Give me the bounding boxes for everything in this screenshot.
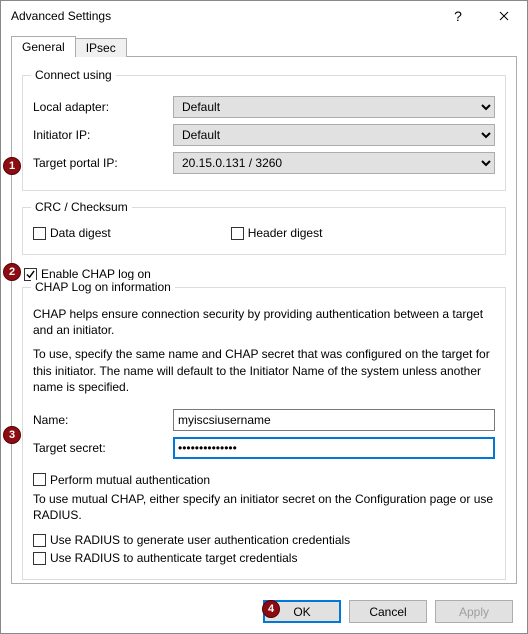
- group-legend: CHAP Log on information: [31, 280, 175, 294]
- radius-generate-label: Use RADIUS to generate user authenticati…: [50, 533, 350, 547]
- target-portal-select[interactable]: 20.15.0.131 / 3260: [173, 152, 495, 174]
- close-button[interactable]: [481, 1, 527, 31]
- checkbox-icon: [33, 552, 46, 565]
- content-area: General IPsec Connect using Local adapte…: [1, 31, 527, 633]
- tab-panel-general: Connect using Local adapter: Default Ini…: [11, 56, 517, 584]
- chap-help-2: To use, specify the same name and CHAP s…: [33, 346, 495, 395]
- chap-name-label: Name:: [33, 413, 173, 427]
- titlebar: Advanced Settings ?: [1, 1, 527, 31]
- chap-name-input[interactable]: [173, 409, 495, 431]
- mutual-auth-help: To use mutual CHAP, either specify an in…: [33, 491, 495, 523]
- group-crc: CRC / Checksum Data digest Header digest: [22, 207, 506, 255]
- row-initiator-ip: Initiator IP: Default: [33, 124, 495, 146]
- callout-badge-3: 3: [3, 426, 21, 444]
- close-icon: [499, 11, 509, 21]
- checkbox-icon: [231, 227, 244, 240]
- chap-secret-label: Target secret:: [33, 441, 173, 455]
- initiator-ip-label: Initiator IP:: [33, 128, 173, 142]
- data-digest-label: Data digest: [50, 226, 111, 240]
- checkbox-icon: [33, 227, 46, 240]
- local-adapter-label: Local adapter:: [33, 100, 173, 114]
- cancel-button[interactable]: Cancel: [349, 600, 427, 623]
- chap-secret-input[interactable]: [173, 437, 495, 459]
- checkbox-icon: [33, 534, 46, 547]
- enable-chap-label: Enable CHAP log on: [41, 267, 151, 281]
- tab-general[interactable]: General: [11, 36, 76, 57]
- radius-auth-checkbox[interactable]: Use RADIUS to authenticate target creden…: [33, 551, 495, 565]
- mutual-auth-checkbox[interactable]: Perform mutual authentication: [33, 473, 495, 487]
- enable-chap-checkbox[interactable]: Enable CHAP log on: [24, 267, 506, 281]
- checkbox-icon: [33, 473, 46, 486]
- callout-badge-4: 4: [262, 600, 280, 618]
- radius-generate-checkbox[interactable]: Use RADIUS to generate user authenticati…: [33, 533, 495, 547]
- tab-strip: General IPsec: [11, 35, 517, 57]
- local-adapter-select[interactable]: Default: [173, 96, 495, 118]
- chap-help-1: CHAP helps ensure connection security by…: [33, 306, 495, 338]
- group-legend: Connect using: [31, 68, 116, 82]
- advanced-settings-window: Advanced Settings ? General IPsec Connec…: [0, 0, 528, 634]
- group-chap-info: CHAP Log on information CHAP helps ensur…: [22, 287, 506, 580]
- window-title: Advanced Settings: [11, 9, 435, 23]
- tab-ipsec[interactable]: IPsec: [75, 38, 127, 57]
- dialog-button-bar: OK Cancel Apply: [263, 600, 513, 623]
- row-chap-secret: Target secret:: [33, 437, 495, 459]
- row-local-adapter: Local adapter: Default: [33, 96, 495, 118]
- target-portal-label: Target portal IP:: [33, 156, 173, 170]
- group-connect-using: Connect using Local adapter: Default Ini…: [22, 75, 506, 191]
- help-button[interactable]: ?: [435, 1, 481, 31]
- initiator-ip-select[interactable]: Default: [173, 124, 495, 146]
- row-chap-name: Name:: [33, 409, 495, 431]
- callout-badge-1: 1: [3, 157, 21, 175]
- mutual-auth-label: Perform mutual authentication: [50, 473, 210, 487]
- header-digest-label: Header digest: [248, 226, 323, 240]
- header-digest-checkbox[interactable]: Header digest: [231, 226, 323, 240]
- data-digest-checkbox[interactable]: Data digest: [33, 226, 111, 240]
- group-legend: CRC / Checksum: [31, 200, 132, 214]
- radius-auth-label: Use RADIUS to authenticate target creden…: [50, 551, 297, 565]
- apply-button[interactable]: Apply: [435, 600, 513, 623]
- row-target-portal: Target portal IP: 20.15.0.131 / 3260: [33, 152, 495, 174]
- callout-badge-2: 2: [3, 263, 21, 281]
- checkbox-icon: [24, 268, 37, 281]
